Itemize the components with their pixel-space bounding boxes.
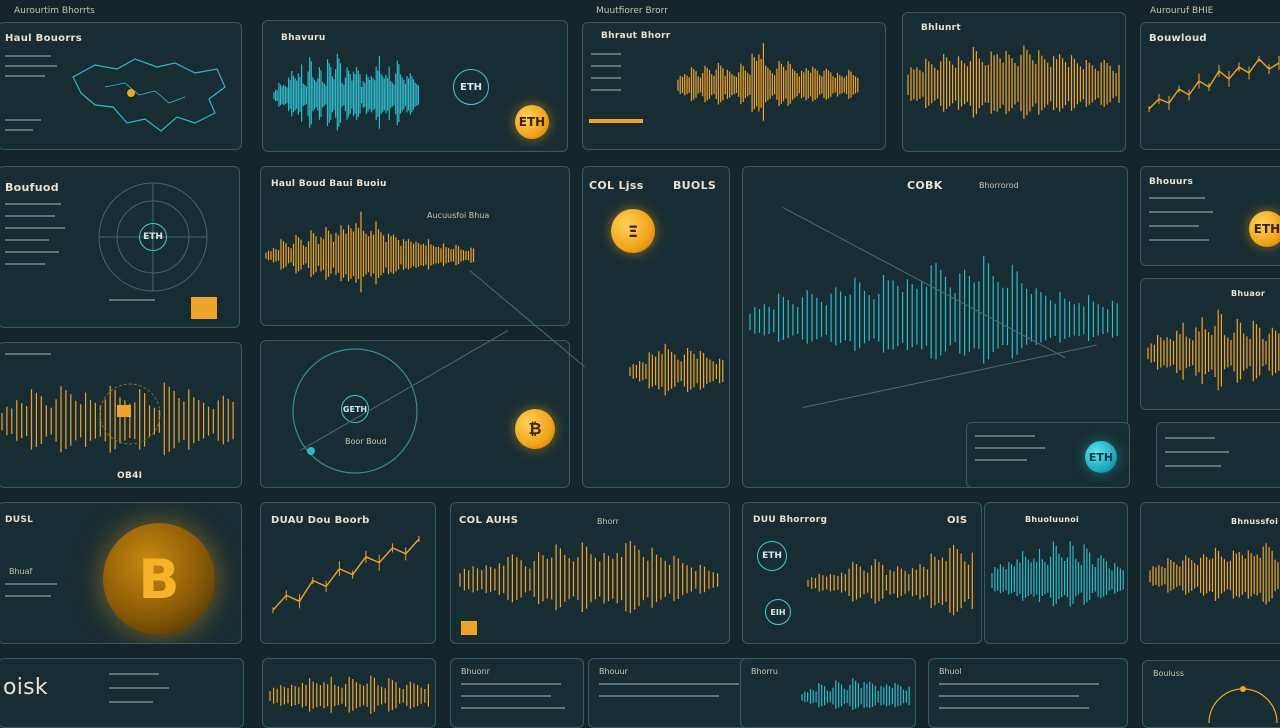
p16-wave-chart [807, 544, 973, 616]
eth-coin-icon: ETH [515, 105, 549, 139]
cyan-coin-icon: ETH [1085, 441, 1117, 473]
p18-wave-chart [1149, 543, 1279, 605]
panel-title: Boufuod [5, 181, 59, 194]
panel-gold-wave[interactable]: Bhraut Bhorr [582, 22, 886, 150]
panel-gold-spikes[interactable]: Bhuaor [1140, 278, 1280, 410]
panel-bottom-list-3[interactable]: Bhuol [928, 658, 1128, 728]
eth-ring-icon: ETH [453, 69, 489, 105]
panel-gold-hill[interactable]: COL AUHS Bhorr [450, 502, 730, 644]
panel-bottom-right[interactable]: Bouluss [1142, 660, 1280, 728]
panel-title: Haul Bouorrs [5, 33, 83, 44]
panel-bars-right[interactable]: Bhlunrt [902, 12, 1126, 152]
p9-wave-chart [749, 256, 1118, 364]
panel-eth-rise[interactable]: DUU Bhorrorg OIS ETH EIH [742, 502, 982, 644]
header-left-label: Aurourtim Bhorrts [14, 6, 95, 16]
p17-wave-chart [991, 541, 1124, 607]
panel-world-map[interactable]: Haul Bouorrs [0, 22, 242, 150]
accent-bar [589, 119, 643, 123]
panel-bottom-cyan[interactable]: Bhorru [740, 658, 916, 728]
orbit-footer-label: Boor Boud [345, 437, 387, 446]
panel-title: Bouwloud [1149, 33, 1207, 44]
panel-title-secondary: OIS [947, 515, 968, 526]
panel-title: Bhuoluunoi [1025, 515, 1080, 524]
p7-wave-chart [265, 211, 475, 293]
p4-wave-chart [907, 45, 1120, 119]
orbit-icon [292, 348, 418, 474]
annotation-label: Aucuusfoi Bhua [427, 211, 490, 220]
header-right-label: Aurouruf BHIE [1150, 6, 1214, 16]
bitcoin-coin-icon: B [103, 523, 215, 635]
panel-title: COBK [907, 179, 943, 192]
panel-gold-line[interactable]: DUAU Dou Boorb [260, 502, 436, 644]
gold-block [191, 297, 217, 319]
p5-line-chart [1148, 56, 1280, 112]
panel-mini-list[interactable] [1156, 422, 1280, 488]
panel-subtitle: Bhorr [597, 517, 619, 526]
gold-coin-icon: ₿ [515, 409, 555, 449]
panel-title: Bhavuru [281, 33, 326, 43]
panel-cyan-area[interactable]: COBK Bhorrorod [742, 166, 1128, 488]
panel-bottom-left[interactable]: oisk [0, 658, 244, 728]
panel-title: OB4I [117, 471, 143, 481]
p5-line-series-line [1148, 57, 1280, 110]
panel-title: Bouluss [1153, 669, 1185, 678]
panel-title: Bhorru [751, 667, 778, 676]
panel-subtitle: Bhuaf [9, 567, 33, 576]
globe-icon [99, 383, 161, 445]
panel-title: DUSL [5, 515, 34, 525]
p13-wave-chart [1, 382, 234, 456]
gold-coin-icon: ETH [1249, 211, 1280, 247]
eth-ring-icon-2: EIH [765, 599, 791, 625]
panel-title: Bhuonr [461, 667, 490, 676]
panel-title: Bhouur [599, 667, 628, 676]
panel-eth-wave[interactable]: Bhavuru ETH ETH [262, 20, 568, 152]
eth-ring-icon: ETH [139, 223, 167, 251]
p11-wave-chart [1147, 309, 1280, 391]
p14-line-chart [272, 536, 420, 614]
panel-bottom-gold[interactable] [262, 658, 436, 728]
eth-ring-icon: ETH [757, 541, 787, 571]
panel-title: Bhuol [939, 667, 962, 676]
p15-wave-chart [459, 541, 719, 614]
panel-gold-right[interactable]: Bhnussfoi [1140, 502, 1280, 644]
panel-title: Bhraut Bhorr [601, 31, 671, 41]
panel-title: Bhuaor [1231, 289, 1266, 298]
panel-gold-volatility[interactable]: Haul Boud Baui Buoiu Aucuusfoi Bhua [260, 166, 570, 326]
panel-cyan-hill[interactable]: Bhuoluunoi [984, 502, 1128, 644]
panel-title: DUU Bhorrorg [753, 515, 828, 525]
panel-line-right[interactable]: Bouwloud [1140, 22, 1280, 150]
p14-line-series-line [272, 538, 420, 611]
world-map-icon [72, 58, 226, 132]
panel-coin-list[interactable]: Bhouurs ETH [1140, 166, 1280, 266]
panel-title: COL AUHS [459, 515, 519, 526]
panel-orbit[interactable]: GETH Boor Boud ₿ [260, 340, 570, 488]
gold-coin-icon: Ξ [611, 209, 655, 253]
panel-col-coin[interactable]: COL Ljss BUOLS Ξ [582, 166, 730, 488]
panel-subtitle: Bhorrorod [979, 181, 1019, 190]
panel-title: Bhnussfoi [1231, 517, 1279, 526]
p3-wave-chart [677, 43, 859, 121]
panel-radar[interactable]: Boufuod ETH [0, 166, 240, 328]
p2-wave-chart [273, 53, 419, 131]
p24-wave-chart [801, 678, 910, 710]
panel-title: COL Ljss [589, 179, 644, 192]
panel-title: DUAU Dou Boorb [271, 515, 370, 526]
p8-wave-chart [629, 343, 724, 396]
panel-bottom-list-1[interactable]: Bhuonr [450, 658, 584, 728]
arc-icon [1208, 686, 1278, 724]
p21-wave-chart [269, 675, 429, 714]
panel-cyan-coin[interactable]: ETH [966, 422, 1130, 488]
bottom-left-text: oisk [3, 675, 48, 700]
panel-title: Bhlunrt [921, 23, 962, 33]
header-center-label: Muutfiorer Brorr [596, 6, 668, 16]
panel-title-secondary: BUOLS [673, 179, 717, 192]
gold-block [461, 621, 477, 635]
panel-title: Bhouurs [1149, 177, 1194, 187]
panel-title: Haul Boud Baui Buoiu [271, 179, 387, 189]
panel-bitcoin[interactable]: DUSL Bhuaf B [0, 502, 242, 644]
panel-globe-wave[interactable]: OB4I [0, 342, 242, 488]
